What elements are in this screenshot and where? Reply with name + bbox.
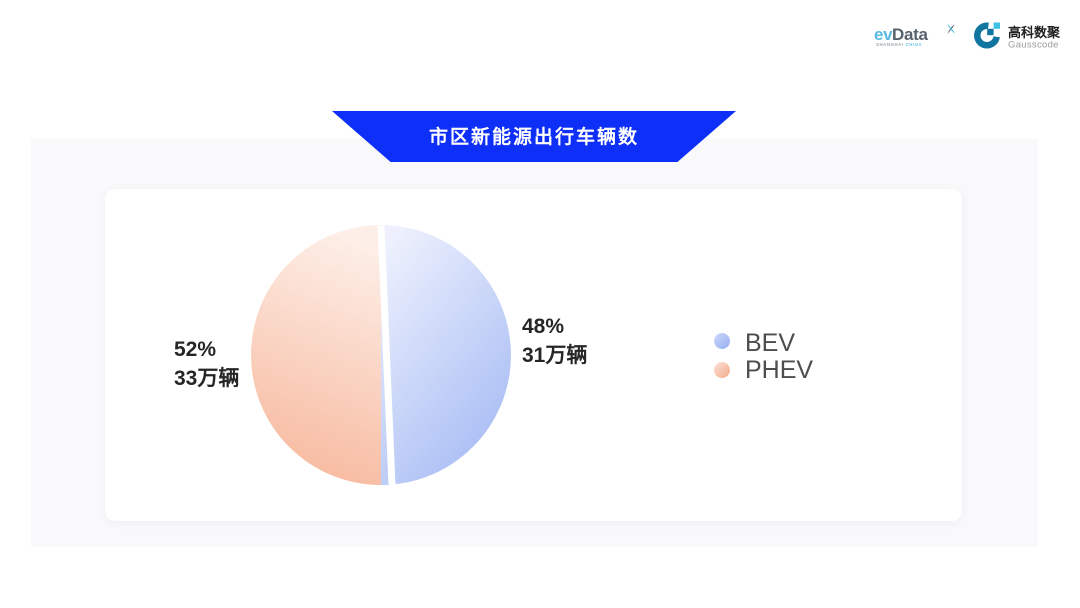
svg-text:SHANGHAI CHINA: SHANGHAI CHINA (876, 42, 922, 47)
svg-text:Gausscode: Gausscode (1008, 40, 1059, 51)
svg-text:高科数聚: 高科数聚 (1008, 25, 1061, 40)
